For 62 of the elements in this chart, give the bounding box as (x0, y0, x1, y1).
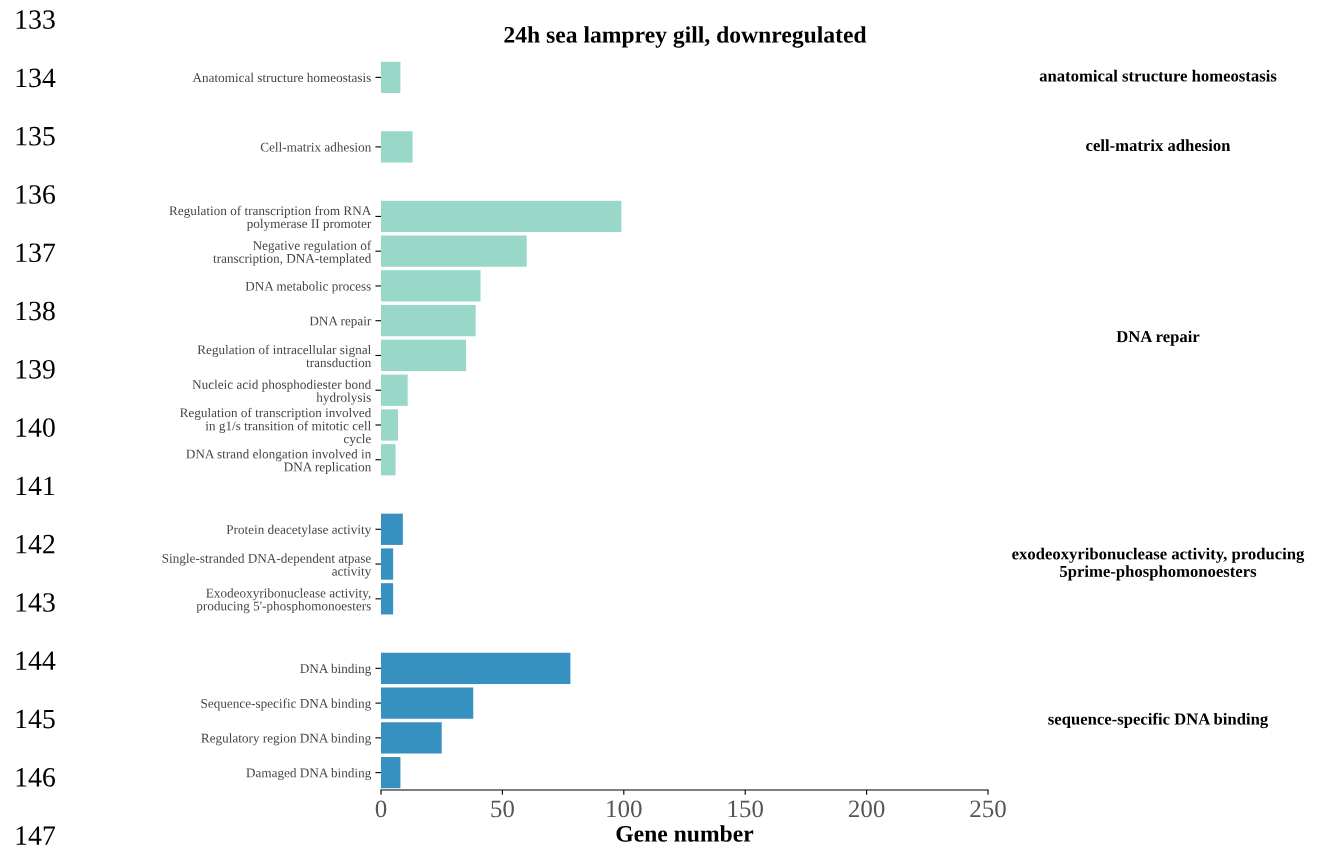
text: 137 (16, 243, 56, 263)
text: 142 (16, 534, 55, 554)
y-tick-label: DNA binding (300, 663, 372, 676)
text: 133 (16, 10, 55, 29)
x-tick-label: 100 (607, 800, 642, 818)
bar (381, 270, 481, 302)
bar (381, 513, 403, 545)
bar (381, 131, 413, 163)
bar (381, 235, 527, 267)
y-tick-label: Protein deacetylase activity (226, 524, 372, 537)
text: 146 (16, 768, 55, 787)
text: exodeoxyribonuclease activity, producing 5prime-phosphomonoesters (1012, 547, 1305, 581)
text: 139 (16, 360, 55, 379)
x-tick-label: 200 (848, 800, 885, 818)
bar (381, 687, 474, 719)
y-tick-label: Exodeoxyribonuclease activity, producing 5'-phosphomonoesters (196, 588, 371, 614)
y-tick-label: Regulation of transcription from RNA polymerase II promoter (169, 205, 372, 231)
x-tick-label: 0 (375, 800, 387, 818)
text: 135 (16, 126, 55, 146)
text: anatomical structure homeostasis (1039, 69, 1277, 82)
text: 140 (16, 418, 55, 437)
bar (381, 652, 571, 684)
y-tick-label: Cell-matrix adhesion (260, 142, 372, 152)
y-tick-label: Damaged DNA binding (246, 768, 372, 781)
bar (381, 200, 622, 233)
x-tick-label: 50 (491, 800, 514, 818)
text: 144 (16, 651, 56, 670)
bar (381, 409, 398, 441)
y-tick-label: DNA repair (309, 316, 372, 329)
text: 141 (16, 476, 55, 495)
text: 143 (16, 593, 55, 612)
y-tick-label: Anatomical structure homeostasis (192, 72, 371, 83)
bar (381, 548, 394, 580)
text: 136 (16, 185, 55, 204)
y-tick-label: Regulatory region DNA binding (201, 733, 372, 746)
bar (381, 374, 408, 406)
bar (381, 722, 442, 754)
bar (381, 756, 401, 789)
x-tick-label: 250 (970, 800, 1006, 818)
bar (381, 583, 394, 615)
text: sequence-specific DNA binding (1048, 712, 1269, 729)
y-tick-label: Regulation of intracellular signal transduction (197, 344, 372, 368)
chart-title: 24h sea lamprey gill, downregulated (504, 26, 867, 48)
text: DNA repair (1116, 330, 1200, 346)
y-tick-label: Regulation of transcription involved in g1/s transition of mitotic cell cycle (180, 407, 372, 446)
y-tick-label: DNA strand elongation involved in DNA replication (186, 449, 372, 475)
y-tick-label: Single-stranded DNA-dependent atpase activity (162, 553, 372, 579)
bar (381, 305, 476, 337)
x-axis-title: Gene number (616, 825, 754, 842)
text: 134 (16, 68, 56, 88)
y-tick-label: Nucleic acid phosphodiester bond hydrolysis (192, 379, 372, 405)
text: 138 (16, 301, 55, 321)
y-tick-label: Sequence-specific DNA binding (201, 698, 372, 711)
text: 145 (16, 709, 55, 729)
bar (381, 339, 466, 372)
y-tick-label: DNA metabolic process (245, 281, 371, 294)
bar (381, 61, 401, 94)
x-tick-label: 150 (728, 800, 763, 818)
text: 147 (16, 826, 56, 845)
y-tick-label: Negative regulation of transcription, DNA-templated (213, 240, 372, 266)
text: cell-matrix adhesion (1086, 139, 1231, 152)
bar (381, 444, 396, 476)
